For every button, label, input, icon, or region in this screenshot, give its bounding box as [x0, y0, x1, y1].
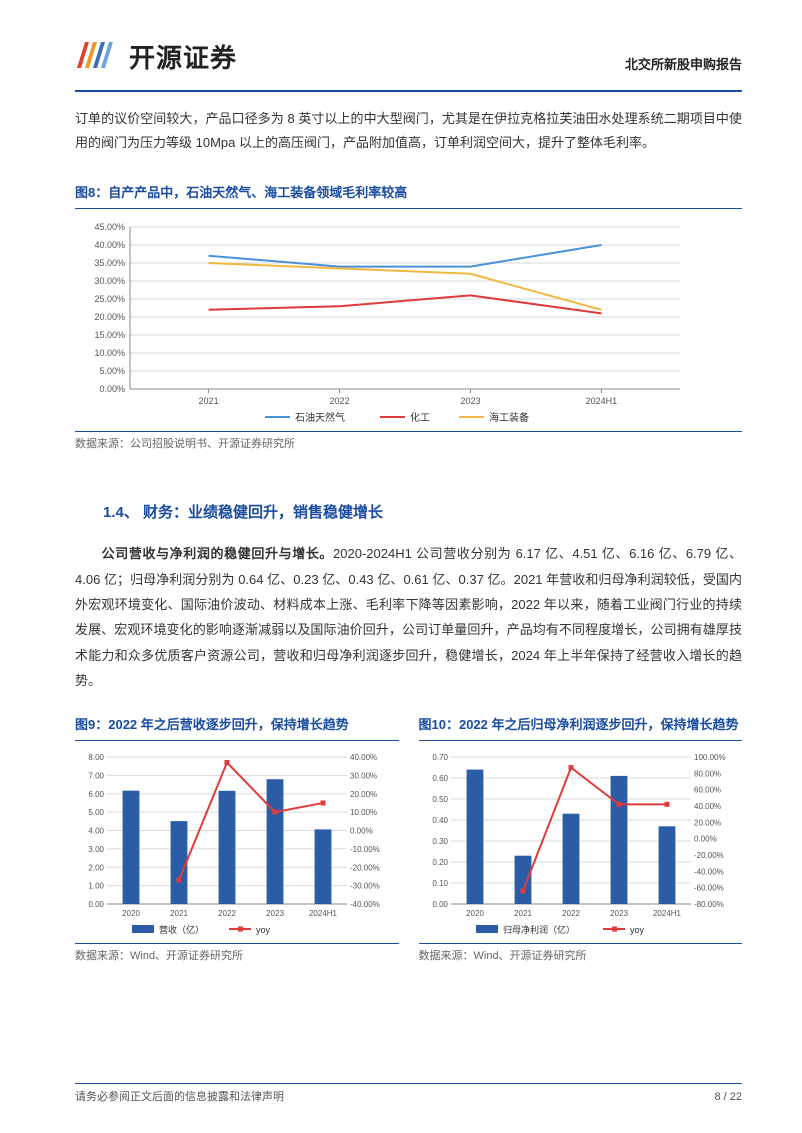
svg-text:2022: 2022 — [218, 909, 236, 918]
logo-icon — [75, 38, 119, 78]
svg-text:0.00%: 0.00% — [350, 826, 373, 835]
svg-text:-20.00%: -20.00% — [350, 863, 380, 872]
svg-text:0.00: 0.00 — [88, 900, 104, 909]
fig10-chart: 0.00 0.10 0.20 0.30 0.40 0.50 0.60 0.70 -80.00% -… — [419, 749, 739, 939]
svg-text:7.00: 7.00 — [88, 771, 104, 780]
svg-text:5.00: 5.00 — [88, 808, 104, 817]
footer-page-number: 8 / 22 — [714, 1088, 742, 1108]
svg-text:2023: 2023 — [610, 909, 628, 918]
svg-text:yoy: yoy — [256, 925, 271, 935]
logo-text: 开源证券 — [129, 35, 237, 82]
svg-text:2021: 2021 — [514, 909, 532, 918]
svg-text:-60.00%: -60.00% — [694, 883, 724, 892]
svg-text:35.00%: 35.00% — [94, 258, 125, 268]
figure-10: 图10：2022 年之后归母净利润逐步回升，保持增长趋势 0.00 0.10 0.2… — [419, 713, 743, 966]
svg-text:8.00: 8.00 — [88, 753, 104, 762]
fig9-source: 数据来源：Wind、开源证券研究所 — [75, 943, 399, 967]
svg-text:80.00%: 80.00% — [694, 769, 721, 778]
svg-text:30.00%: 30.00% — [94, 276, 125, 286]
svg-text:-40.00%: -40.00% — [350, 900, 380, 909]
svg-text:0.20: 0.20 — [432, 858, 448, 867]
fig10-title: 图10：2022 年之后归母净利润逐步回升，保持增长趋势 — [419, 717, 739, 732]
svg-text:45.00%: 45.00% — [94, 222, 125, 232]
svg-text:25.00%: 25.00% — [94, 294, 125, 304]
logo-group: 开源证券 — [75, 35, 237, 82]
svg-text:20.00%: 20.00% — [94, 312, 125, 322]
page-footer: 请务必参阅正文后面的信息披露和法律声明 8 / 22 — [75, 1083, 742, 1108]
intro-paragraph: 订单的议价空间较大，产品口径多为 8 英寸以上的中大型阀门，尤其是在伊拉克格拉芙… — [75, 107, 742, 156]
svg-text:20.00%: 20.00% — [694, 818, 721, 827]
svg-text:2023: 2023 — [460, 396, 480, 406]
fig8-chart: 0.00% 5.00% 10.00% 15.00% 20.00% 25.00% 30.00%… — [75, 217, 695, 427]
svg-text:化工: 化工 — [410, 411, 430, 424]
svg-text:2022: 2022 — [330, 396, 350, 406]
svg-text:60.00%: 60.00% — [694, 785, 721, 794]
svg-text:2024H1: 2024H1 — [652, 909, 681, 918]
svg-text:0.50: 0.50 — [432, 795, 448, 804]
fig9-chart: 0.00 1.00 2.00 3.00 4.00 5.00 6.00 7.00 8.00 -40.… — [75, 749, 395, 939]
svg-text:100.00%: 100.00% — [694, 753, 726, 762]
svg-text:2020: 2020 — [466, 909, 484, 918]
svg-text:营收（亿）: 营收（亿） — [159, 924, 204, 935]
report-type-label: 北交所新股申购报告 — [625, 35, 742, 76]
svg-text:0.30: 0.30 — [432, 837, 448, 846]
svg-text:2023: 2023 — [266, 909, 284, 918]
svg-text:2021: 2021 — [199, 396, 219, 406]
svg-text:40.00%: 40.00% — [350, 753, 377, 762]
svg-text:-80.00%: -80.00% — [694, 900, 724, 909]
svg-text:6.00: 6.00 — [88, 790, 104, 799]
svg-text:0.70: 0.70 — [432, 753, 448, 762]
svg-text:15.00%: 15.00% — [94, 330, 125, 340]
svg-text:40.00%: 40.00% — [694, 802, 721, 811]
svg-text:20.00%: 20.00% — [350, 790, 377, 799]
svg-text:0.40: 0.40 — [432, 816, 448, 825]
svg-text:1.00: 1.00 — [88, 881, 104, 890]
svg-text:-10.00%: -10.00% — [350, 845, 380, 854]
fig8-title: 图8：自产产品中，石油天然气、海工装备领域毛利率较高 — [75, 185, 407, 200]
page-header: 开源证券 北交所新股申购报告 — [75, 35, 742, 92]
svg-text:0.00%: 0.00% — [694, 834, 717, 843]
para-body: 2020-2024H1 公司营收分别为 6.17 亿、4.51 亿、6.16 亿… — [75, 546, 742, 688]
fig9-title: 图9：2022 年之后营收逐步回升，保持增长趋势 — [75, 717, 349, 732]
svg-text:4.00: 4.00 — [88, 826, 104, 835]
svg-text:5.00%: 5.00% — [99, 366, 125, 376]
svg-text:10.00%: 10.00% — [350, 808, 377, 817]
svg-text:海工装备: 海工装备 — [489, 411, 529, 424]
svg-text:石油天然气: 石油天然气 — [295, 411, 345, 424]
svg-text:10.00%: 10.00% — [94, 348, 125, 358]
svg-text:yoy: yoy — [630, 925, 645, 935]
svg-text:0.60: 0.60 — [432, 774, 448, 783]
figure-8: 图8：自产产品中，石油天然气、海工装备领域毛利率较高 0.00% 5.00% 10.… — [75, 181, 742, 454]
svg-text:2022: 2022 — [562, 909, 580, 918]
fig8-source: 数据来源：公司招股说明书、开源证券研究所 — [75, 431, 742, 455]
svg-text:3.00: 3.00 — [88, 845, 104, 854]
svg-text:2020: 2020 — [122, 909, 140, 918]
section-1-4-paragraph: 公司营收与净利润的稳健回升与增长。2020-2024H1 公司营收分别为 6.1… — [75, 541, 742, 693]
fig10-source: 数据来源：Wind、开源证券研究所 — [419, 943, 743, 967]
svg-text:0.10: 0.10 — [432, 879, 448, 888]
svg-text:-30.00%: -30.00% — [350, 881, 380, 890]
svg-text:0.00: 0.00 — [432, 900, 448, 909]
svg-text:-40.00%: -40.00% — [694, 867, 724, 876]
svg-text:30.00%: 30.00% — [350, 771, 377, 780]
svg-text:-20.00%: -20.00% — [694, 851, 724, 860]
section-1-4-heading: 1.4、 财务：业绩稳健回升，销售稳健增长 — [103, 499, 742, 526]
svg-text:2.00: 2.00 — [88, 863, 104, 872]
svg-text:0.00%: 0.00% — [99, 384, 125, 394]
svg-text:归母净利润（亿）: 归母净利润（亿） — [503, 924, 575, 935]
svg-text:40.00%: 40.00% — [94, 240, 125, 250]
figure-9: 图9：2022 年之后营收逐步回升，保持增长趋势 0.00 1.00 2.00 3.0… — [75, 713, 399, 966]
svg-text:2024H1: 2024H1 — [309, 909, 338, 918]
footer-disclaimer: 请务必参阅正文后面的信息披露和法律声明 — [75, 1088, 284, 1108]
svg-text:2021: 2021 — [170, 909, 188, 918]
svg-text:2024H1: 2024H1 — [586, 396, 618, 406]
para-bold: 公司营收与净利润的稳健回升与增长。 — [101, 546, 333, 561]
